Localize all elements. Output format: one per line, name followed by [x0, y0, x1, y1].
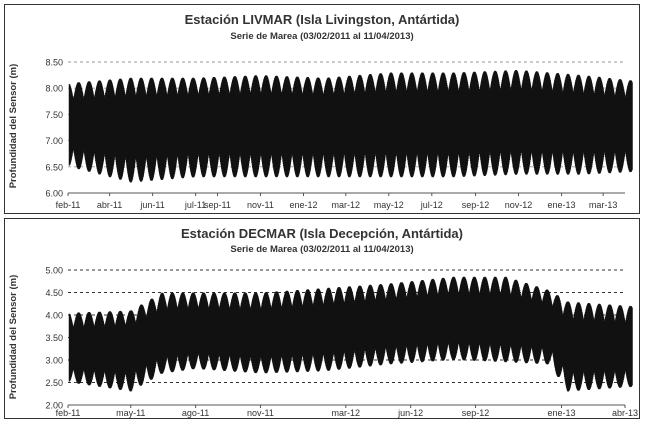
- x-tick-label: jul-12: [420, 200, 443, 210]
- y-tick-label: 6.50: [45, 162, 63, 172]
- x-tick-label: abr-13: [612, 408, 638, 418]
- y-tick-label: 7.00: [45, 136, 63, 146]
- x-tick-label: sep-12: [462, 200, 490, 210]
- y-axis-label: Profundidad del Sensor (m): [8, 64, 19, 189]
- series-layer: [68, 70, 633, 183]
- decmar-chart-panel: Estación DECMAR (Isla Decepción, Antárti…: [4, 218, 640, 419]
- y-tick-label: 8.50: [45, 58, 63, 68]
- y-tick-label: 7.50: [45, 110, 63, 120]
- livmar-chart: Estación LIVMAR (Isla Livingston, Antárt…: [8, 12, 633, 210]
- y-axis-label: Profundidad del Sensor (m): [8, 275, 19, 400]
- livmar-chart-panel: Estación LIVMAR (Isla Livingston, Antárt…: [4, 4, 640, 214]
- chart-subtitle: Serie de Marea (03/02/2011 al 11/04/2013…: [230, 244, 413, 255]
- y-tick-labels: 6.00 6.50 7.00 7.50 8.00 8.50: [45, 58, 63, 199]
- x-tick-label: sep-12: [462, 408, 490, 418]
- y-tick-label: 5.00: [45, 266, 63, 276]
- x-tick-label: may-11: [116, 408, 145, 418]
- x-tick-label: mar-12: [332, 408, 361, 418]
- y-tick-label: 3.00: [45, 356, 63, 366]
- x-tick-label: feb-11: [56, 200, 81, 210]
- x-tick-label: jun-11: [139, 200, 164, 210]
- x-tick-label: jun-12: [397, 408, 423, 418]
- y-tick-label: 2.50: [45, 378, 63, 388]
- chart-title: Estación DECMAR (Isla Decepción, Antárti…: [181, 226, 463, 241]
- x-tick-label: sep-11: [204, 200, 231, 210]
- y-tick-label: 3.50: [45, 333, 63, 343]
- x-tick-label: nov-12: [505, 200, 533, 210]
- x-tick-label: mar-12: [332, 200, 361, 210]
- x-tick-label: abr-11: [97, 200, 122, 210]
- y-tick-label: 4.00: [45, 311, 63, 321]
- y-tick-label: 8.00: [45, 84, 63, 94]
- x-tick-label: nov-11: [247, 408, 274, 418]
- tide-series: [68, 276, 633, 392]
- x-tick-label: ago-11: [182, 408, 209, 418]
- y-tick-label: 4.50: [45, 288, 63, 298]
- x-tick-label: jul-11: [184, 200, 206, 210]
- x-tick-label: ene-12: [289, 200, 317, 210]
- x-tick-label: ene-13: [548, 408, 576, 418]
- chart-subtitle: Serie de Marea (03/02/2011 al 11/04/2013…: [230, 31, 413, 42]
- x-tick-labels: feb-11 may-11 ago-11 nov-11 mar-12 jun-12 sep-…: [56, 405, 638, 418]
- x-tick-label: mar-13: [589, 200, 618, 210]
- tide-series: [68, 70, 633, 183]
- y-tick-label: 6.00: [45, 189, 63, 199]
- x-tick-label: ene-13: [548, 200, 576, 210]
- decmar-chart: Estación DECMAR (Isla Decepción, Antárti…: [8, 226, 638, 418]
- x-tick-label: feb-11: [56, 408, 81, 418]
- y-tick-labels: 2.00 2.50 3.00 3.50 4.00 4.50 5.00: [45, 266, 63, 411]
- x-tick-label: nov-11: [247, 200, 274, 210]
- x-tick-label: may-12: [374, 200, 404, 210]
- chart-title: Estación LIVMAR (Isla Livingston, Antárt…: [185, 12, 460, 27]
- series-layer: [68, 276, 633, 392]
- y-tick-label: 2.00: [45, 401, 63, 411]
